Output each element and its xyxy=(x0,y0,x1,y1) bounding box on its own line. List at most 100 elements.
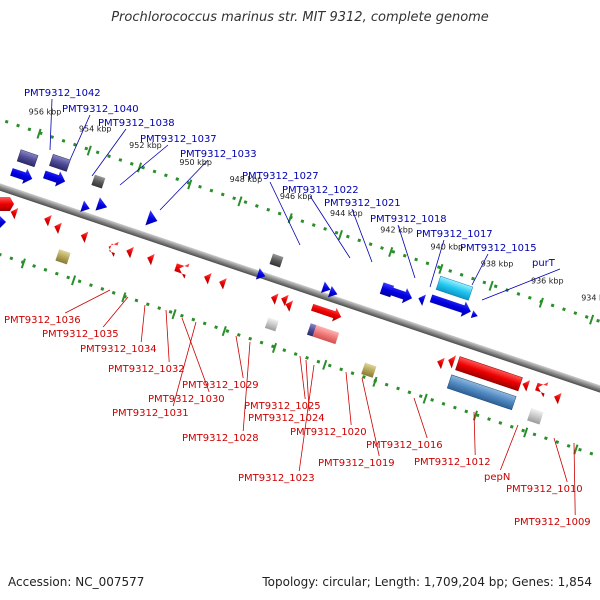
gene-purple-2[interactable] xyxy=(49,153,71,172)
gene-label-reverse[interactable]: pepN xyxy=(484,472,510,483)
gene-label-forward[interactable]: purT xyxy=(532,258,556,269)
bottom-ruler-tick xyxy=(523,427,529,438)
gene-red-15[interactable] xyxy=(435,356,445,370)
gene-red-edge-1[interactable] xyxy=(0,197,14,211)
gene-red-5[interactable] xyxy=(106,239,119,257)
gene-red-6[interactable] xyxy=(124,245,134,259)
gene-red-14[interactable] xyxy=(310,300,344,323)
gene-blue-7[interactable] xyxy=(320,281,332,296)
bottom-ruler-tick xyxy=(422,393,428,404)
gene-label-reverse[interactable]: PMT9312_1031 xyxy=(112,408,189,419)
gene-red-19[interactable] xyxy=(552,391,562,405)
gene-blue-4[interactable] xyxy=(95,197,109,213)
gene-label-forward[interactable]: PMT9312_1027 xyxy=(242,171,319,182)
gene-red-16[interactable] xyxy=(455,356,523,392)
gene-blue-3[interactable] xyxy=(80,200,91,215)
gene-blue-1[interactable] xyxy=(9,164,35,186)
gene-label-reverse[interactable]: PMT9312_1035 xyxy=(42,329,119,340)
gene-purple-small[interactable] xyxy=(306,323,317,337)
gene-label-reverse[interactable]: PMT9312_1020 xyxy=(290,427,367,438)
gene-label-reverse[interactable]: PMT9312_1034 xyxy=(80,344,157,355)
gene-label-forward[interactable]: PMT9312_1017 xyxy=(416,229,493,240)
gene-purple-1[interactable] xyxy=(16,149,39,168)
gene-blue-10[interactable] xyxy=(389,284,415,306)
gene-red-3[interactable] xyxy=(52,221,62,234)
gene-red-11[interactable] xyxy=(269,292,279,305)
gene-blue-8[interactable] xyxy=(327,285,339,300)
gene-red-13[interactable] xyxy=(284,299,294,312)
gene-red-7[interactable] xyxy=(145,252,155,266)
gene-label-reverse[interactable]: PMT9312_1024 xyxy=(248,413,325,424)
kbp-label: 936 kbp xyxy=(531,276,564,285)
gene-red-17[interactable] xyxy=(521,378,531,392)
gene-label-reverse[interactable]: PMT9312_1032 xyxy=(108,364,185,375)
gene-lightgray-1[interactable] xyxy=(264,317,279,332)
gene-label-reverse[interactable]: PMT9312_1028 xyxy=(182,433,259,444)
gene-label-reverse[interactable]: PMT9312_1025 xyxy=(244,401,321,412)
gene-blue-edge-1[interactable] xyxy=(0,216,6,228)
gene-label-forward[interactable]: PMT9312_1015 xyxy=(460,243,537,254)
top-ruler-tick xyxy=(438,263,444,274)
kbp-label: 954 kbp xyxy=(79,124,112,133)
gene-label-forward[interactable]: PMT9312_1038 xyxy=(98,118,175,129)
gene-label-reverse[interactable]: PMT9312_1023 xyxy=(238,473,315,484)
gene-label-reverse[interactable]: PMT9312_1009 xyxy=(514,517,591,528)
gene-red-8[interactable] xyxy=(173,260,190,279)
gene-gray-1[interactable] xyxy=(91,174,106,189)
left-edge-genes xyxy=(0,197,14,228)
gene-steel-pepN[interactable] xyxy=(446,374,517,411)
bottom-ruler-tick xyxy=(271,342,278,354)
gene-blue-12[interactable] xyxy=(428,291,473,320)
gene-red-1[interactable] xyxy=(9,206,19,220)
gene-label-forward[interactable]: PMT9312_1033 xyxy=(180,149,257,160)
gene-label-reverse[interactable]: PMT9312_1016 xyxy=(366,440,443,451)
gene-pink-1[interactable] xyxy=(312,325,340,345)
gene-label-forward[interactable]: PMT9312_1018 xyxy=(370,214,447,225)
callout-line xyxy=(573,442,576,516)
top-ruler-tick xyxy=(488,280,494,291)
gene-red-2[interactable] xyxy=(42,213,52,227)
gene-blue-2[interactable] xyxy=(42,167,68,189)
gene-blue-6[interactable] xyxy=(255,268,267,282)
gene-red-16-head[interactable] xyxy=(446,353,457,369)
gene-label-reverse[interactable]: PMT9312_1019 xyxy=(318,458,395,469)
callout-line xyxy=(159,159,209,211)
page-title: Prochlorococcus marinus str. MIT 9312, c… xyxy=(111,10,489,25)
gene-gray-2[interactable] xyxy=(269,253,284,268)
forward-strand-genes xyxy=(9,149,479,320)
gene-label-reverse[interactable]: PMT9312_1012 xyxy=(414,457,491,468)
kbp-label: 942 kbp xyxy=(380,226,413,235)
gene-label-reverse[interactable]: PMT9312_1036 xyxy=(4,315,81,326)
bottom-ruler-tick xyxy=(221,325,227,337)
gene-label-reverse[interactable]: PMT9312_1029 xyxy=(182,380,259,391)
gene-blue-5[interactable] xyxy=(145,210,160,228)
top-ruler-tick xyxy=(136,162,143,173)
gene-blue-13[interactable] xyxy=(470,310,479,319)
gene-olive-1[interactable] xyxy=(55,249,71,265)
callout-line xyxy=(473,411,476,456)
callout-line xyxy=(181,317,210,393)
gene-olive-2[interactable] xyxy=(361,362,377,378)
gene-label-forward[interactable]: PMT9312_1021 xyxy=(324,198,401,209)
gene-red-12[interactable] xyxy=(279,293,289,307)
bottom-ruler-tick xyxy=(20,258,26,269)
kbp-label: 952 kbp xyxy=(129,141,162,150)
gene-red-9[interactable] xyxy=(202,271,212,285)
gene-label-reverse[interactable]: PMT9312_1010 xyxy=(506,484,583,495)
gene-label-forward[interactable]: PMT9312_1022 xyxy=(282,185,359,196)
gene-red-18[interactable] xyxy=(534,379,549,398)
bottom-ruler-tick xyxy=(171,309,177,320)
kbp-label: 956 kbp xyxy=(29,107,62,116)
gene-red-10[interactable] xyxy=(217,276,227,290)
gene-lightgray-2[interactable] xyxy=(527,407,544,425)
callout-line xyxy=(65,289,111,314)
gene-red-4[interactable] xyxy=(79,230,89,243)
gene-label-forward[interactable]: PMT9312_1042 xyxy=(24,88,101,99)
accession-text: Accession: NC_007577 xyxy=(8,575,145,589)
gene-blue-11[interactable] xyxy=(416,293,426,306)
gene-label-forward[interactable]: PMT9312_1040 xyxy=(62,104,139,115)
gene-label-reverse[interactable]: PMT9312_1030 xyxy=(148,394,225,405)
gene-cyan-purT[interactable] xyxy=(435,275,474,301)
gene-label-forward[interactable]: PMT9312_1037 xyxy=(140,134,217,145)
